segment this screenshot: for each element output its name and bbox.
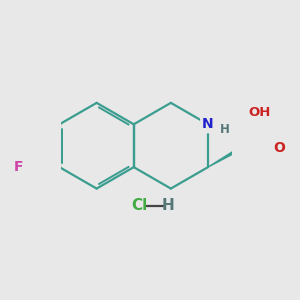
Text: N: N <box>202 117 214 131</box>
Text: F: F <box>14 160 23 174</box>
Text: OH: OH <box>248 106 271 119</box>
Polygon shape <box>208 148 240 167</box>
Text: H: H <box>220 123 230 136</box>
Text: H: H <box>162 198 174 213</box>
Text: Cl: Cl <box>131 198 147 213</box>
Text: O: O <box>273 142 285 155</box>
